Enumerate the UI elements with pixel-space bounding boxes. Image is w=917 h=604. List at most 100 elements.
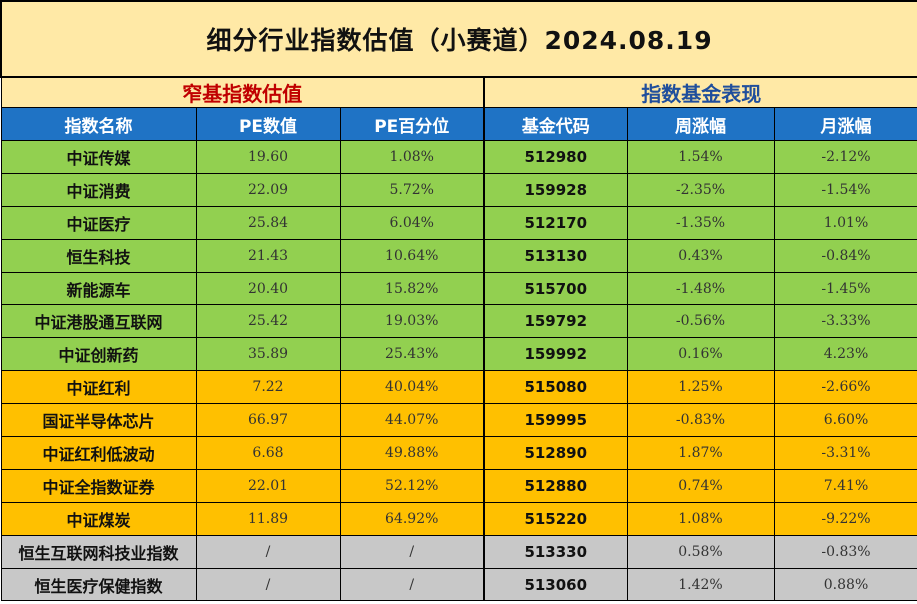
header-pe-percentile: PE百分位: [339, 107, 485, 141]
index-name-cell: 恒生互联网科技业指数: [0, 534, 197, 569]
pe-value-cell: 19.60: [195, 140, 341, 174]
pe-percentile-cell: 64.92%: [339, 501, 485, 536]
pe-value-cell: 35.89: [195, 337, 341, 372]
table-row: 中证医疗 25.84 6.04% 512170 -1.35% 1.01%: [0, 205, 917, 240]
section-valuation-label: 窄基指数估值: [0, 76, 485, 108]
pe-value-cell: 25.42: [195, 304, 341, 339]
pe-percentile-cell: 44.07%: [339, 403, 485, 438]
pe-value-cell: /: [195, 534, 341, 569]
monthly-change-cell: -2.12%: [773, 140, 917, 174]
index-name-cell: 中证创新药: [0, 337, 197, 372]
index-name-cell: 中证红利低波动: [0, 436, 197, 470]
section-performance-label: 指数基金表现: [482, 76, 917, 108]
fund-code-cell: 159928: [483, 172, 628, 207]
pe-percentile-cell: 5.72%: [339, 172, 485, 207]
monthly-change-cell: 4.23%: [773, 337, 917, 372]
table-row: 中证煤炭 11.89 64.92% 515220 1.08% -9.22%: [0, 501, 917, 536]
monthly-change-cell: -1.54%: [773, 172, 917, 207]
table-row: 恒生科技 21.43 10.64% 513130 0.43% -0.84%: [0, 238, 917, 273]
monthly-change-cell: 1.01%: [773, 205, 917, 240]
index-name-cell: 中证消费: [0, 172, 197, 207]
pe-percentile-cell: 15.82%: [339, 271, 485, 306]
pe-percentile-cell: 1.08%: [339, 140, 485, 174]
header-fund-code: 基金代码: [483, 107, 628, 141]
fund-code-cell: 513130: [483, 238, 628, 273]
monthly-change-cell: -2.66%: [773, 370, 917, 405]
header-index-name: 指数名称: [0, 107, 197, 141]
weekly-change-cell: 1.25%: [626, 370, 775, 405]
pe-value-cell: 25.84: [195, 205, 341, 240]
pe-value-cell: 7.22: [195, 370, 341, 405]
fund-code-cell: 513330: [483, 534, 628, 569]
index-name-cell: 中证港股通互联网: [0, 304, 197, 339]
monthly-change-cell: -3.31%: [773, 436, 917, 470]
fund-code-cell: 515700: [483, 271, 628, 306]
pe-value-cell: 21.43: [195, 238, 341, 273]
pe-percentile-cell: 25.43%: [339, 337, 485, 372]
fund-code-cell: 512170: [483, 205, 628, 240]
table-row: 中证全指数证券 22.01 52.12% 512880 0.74% 7.41%: [0, 468, 917, 503]
pe-value-cell: 6.68: [195, 436, 341, 470]
fund-code-cell: 515080: [483, 370, 628, 405]
table-row: 中证红利 7.22 40.04% 515080 1.25% -2.66%: [0, 370, 917, 405]
table-row: 国证半导体芯片 66.97 44.07% 159995 -0.83% 6.60%: [0, 403, 917, 438]
fund-code-cell: 512880: [483, 468, 628, 503]
monthly-change-cell: -0.84%: [773, 238, 917, 273]
header-weekly-change: 周涨幅: [626, 107, 775, 141]
monthly-change-cell: -9.22%: [773, 501, 917, 536]
weekly-change-cell: 0.16%: [626, 337, 775, 372]
weekly-change-cell: 1.08%: [626, 501, 775, 536]
index-name-cell: 中证医疗: [0, 205, 197, 240]
fund-code-cell: 159992: [483, 337, 628, 372]
pe-percentile-cell: 10.64%: [339, 238, 485, 273]
weekly-change-cell: 1.87%: [626, 436, 775, 470]
monthly-change-cell: 0.88%: [773, 567, 917, 602]
index-name-cell: 中证全指数证券: [0, 468, 197, 503]
pe-percentile-cell: 49.88%: [339, 436, 485, 470]
header-monthly-change: 月涨幅: [773, 107, 917, 141]
table-row: 新能源车 20.40 15.82% 515700 -1.48% -1.45%: [0, 271, 917, 306]
pe-value-cell: 22.09: [195, 172, 341, 207]
index-name-cell: 中证红利: [0, 370, 197, 405]
pe-value-cell: 11.89: [195, 501, 341, 536]
monthly-change-cell: -0.83%: [773, 534, 917, 569]
sheet-title: 细分行业指数估值（小赛道）2024.08.19: [0, 0, 917, 78]
fund-code-cell: 513060: [483, 567, 628, 602]
monthly-change-cell: 6.60%: [773, 403, 917, 438]
monthly-change-cell: 7.41%: [773, 468, 917, 503]
index-name-cell: 国证半导体芯片: [0, 403, 197, 438]
pe-value-cell: /: [195, 567, 341, 602]
table-row: 中证传媒 19.60 1.08% 512980 1.54% -2.12%: [0, 140, 917, 174]
weekly-change-cell: 1.42%: [626, 567, 775, 602]
index-name-cell: 中证传媒: [0, 140, 197, 174]
table-row: 中证创新药 35.89 25.43% 159992 0.16% 4.23%: [0, 337, 917, 372]
pe-percentile-cell: 19.03%: [339, 304, 485, 339]
monthly-change-cell: -3.33%: [773, 304, 917, 339]
index-name-cell: 恒生科技: [0, 238, 197, 273]
pe-percentile-cell: /: [339, 534, 485, 569]
table-row: 中证消费 22.09 5.72% 159928 -2.35% -1.54%: [0, 172, 917, 207]
fund-code-cell: 159995: [483, 403, 628, 438]
pe-percentile-cell: 52.12%: [339, 468, 485, 503]
weekly-change-cell: 0.43%: [626, 238, 775, 273]
fund-code-cell: 159792: [483, 304, 628, 339]
weekly-change-cell: -1.48%: [626, 271, 775, 306]
index-name-cell: 新能源车: [0, 271, 197, 306]
pe-percentile-cell: 6.04%: [339, 205, 485, 240]
index-name-cell: 中证煤炭: [0, 501, 197, 536]
monthly-change-cell: -1.45%: [773, 271, 917, 306]
pe-value-cell: 22.01: [195, 468, 341, 503]
table-row: 中证港股通互联网 25.42 19.03% 159792 -0.56% -3.33%: [0, 304, 917, 339]
weekly-change-cell: -0.83%: [626, 403, 775, 438]
fund-code-cell: 512980: [483, 140, 628, 174]
table-row: 恒生互联网科技业指数 //513330 0.58% -0.83%: [0, 534, 917, 569]
pe-value-cell: 66.97: [195, 403, 341, 438]
pe-percentile-cell: 40.04%: [339, 370, 485, 405]
fund-code-cell: 515220: [483, 501, 628, 536]
weekly-change-cell: 0.74%: [626, 468, 775, 503]
table-row: 中证红利低波动 6.68 49.88% 512890 1.87% -3.31%: [0, 436, 917, 470]
fund-code-cell: 512890: [483, 436, 628, 470]
pe-value-cell: 20.40: [195, 271, 341, 306]
